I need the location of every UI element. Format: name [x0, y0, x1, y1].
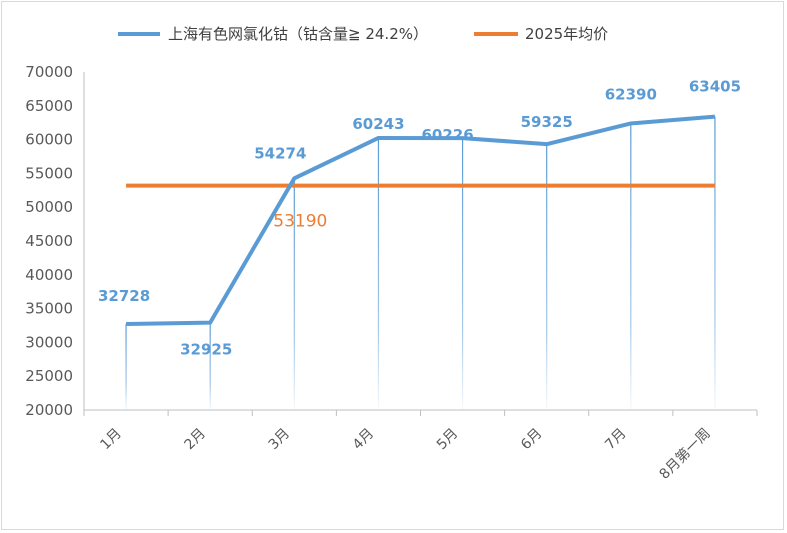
y-tick-label: 35000 — [25, 300, 73, 318]
x-tick-label: 6月 — [518, 426, 546, 454]
cobalt-chloride-price-line — [126, 114, 716, 326]
legend-label-series-1: 上海有色网氯化钴（钴含量≧ 24.2%） — [168, 25, 428, 43]
x-tick-label: 2月 — [181, 426, 209, 454]
data-label: 32728 — [98, 287, 150, 305]
x-tick-label: 8月第一周 — [656, 425, 714, 483]
y-tick-label: 30000 — [25, 333, 73, 351]
data-label: 62390 — [605, 85, 657, 103]
x-tick-label: 3月 — [266, 426, 294, 454]
x-tick-label: 7月 — [602, 426, 630, 454]
drop-lines — [125, 116, 716, 410]
drop-line — [293, 178, 295, 410]
y-tick-label: 25000 — [25, 367, 73, 385]
drop-line — [209, 322, 211, 410]
drop-line — [714, 116, 716, 410]
y-tick-label: 65000 — [25, 97, 73, 115]
drop-line — [630, 123, 632, 410]
data-label: 60243 — [352, 115, 404, 133]
drop-line — [546, 144, 548, 410]
y-tick-label: 70000 — [25, 63, 73, 81]
x-tick-label: 5月 — [434, 426, 462, 454]
drop-line — [125, 323, 127, 410]
legend-label-series-2: 2025年均价 — [525, 25, 608, 43]
main-series — [126, 114, 716, 326]
drop-line — [377, 137, 380, 410]
y-tick-label: 50000 — [25, 198, 73, 216]
avg-data-label: 53190 — [273, 212, 327, 232]
data-label: 60226 — [421, 126, 473, 144]
data-label: 54274 — [254, 144, 306, 162]
x-axis: 1月 2月 3月 4月 5月 6月 7月 8月第一周 — [83, 409, 758, 483]
x-tick-label: 1月 — [97, 426, 125, 454]
y-tick-label: 55000 — [25, 164, 73, 182]
legend: 上海有色网氯化钴（钴含量≧ 24.2%） 2025年均价 — [118, 25, 608, 43]
y-tick-label: 60000 — [25, 131, 73, 149]
y-tick-label: 45000 — [25, 232, 73, 250]
y-axis: 20000 25000 30000 35000 40000 45000 50000 55000… — [25, 63, 85, 419]
data-label: 32925 — [180, 341, 232, 359]
y-tick-label: 40000 — [25, 266, 73, 284]
data-label: 59325 — [521, 113, 573, 131]
data-label: 63405 — [689, 78, 741, 96]
data-labels: 32728 32925 54274 60243 60226 59325 62390 63405… — [98, 78, 741, 359]
drop-line — [461, 138, 464, 410]
y-tick-label: 20000 — [25, 401, 73, 419]
x-tick-label: 4月 — [350, 426, 378, 454]
